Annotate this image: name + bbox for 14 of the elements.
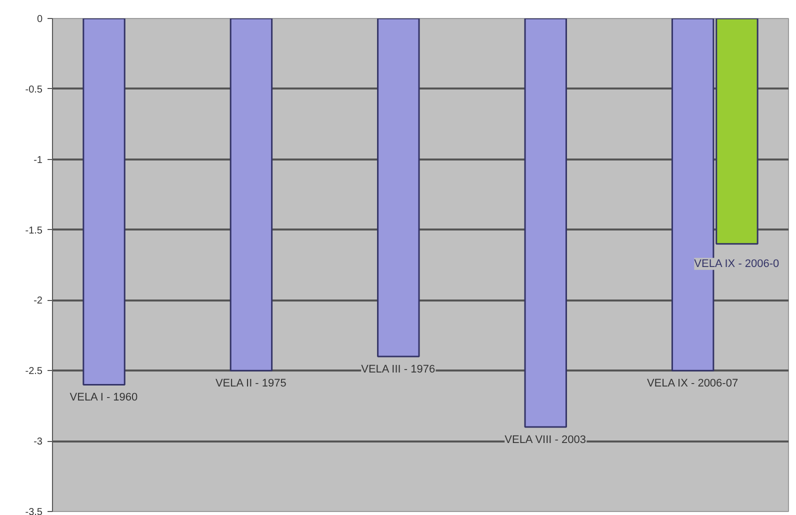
y-tick-label: -3 <box>34 436 43 448</box>
y-tick-label: -2 <box>34 296 43 307</box>
annotation: VELA IX - 2006-0 <box>694 258 780 270</box>
x-tick-label: VELA IX - 2006-07 <box>646 378 738 390</box>
x-tick-label: VELA II - 1975 <box>215 378 286 390</box>
y-tick-label: -1.5 <box>25 225 43 236</box>
x-tick-label: VELA VIII - 2003 <box>504 434 586 446</box>
y-tick-label: -2.5 <box>25 366 43 378</box>
x-tick-label: VELA I - 1960 <box>70 392 138 404</box>
y-tick-label: -3.5 <box>25 507 43 515</box>
y-tick-label: -0.5 <box>25 84 43 96</box>
x-tick-label: VELA III - 1976 <box>361 364 436 376</box>
y-tick-label: 0 <box>36 14 43 25</box>
y-tick-label: -1 <box>34 154 43 166</box>
